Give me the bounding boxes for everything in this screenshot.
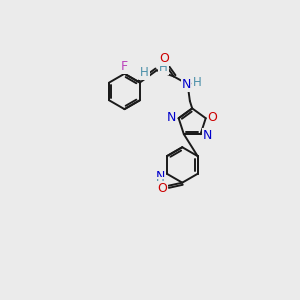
Text: N: N xyxy=(155,170,165,183)
Text: N: N xyxy=(203,129,212,142)
Text: N: N xyxy=(182,78,191,91)
Text: H: H xyxy=(156,178,164,191)
Text: N: N xyxy=(167,111,176,124)
Text: O: O xyxy=(160,52,170,65)
Text: O: O xyxy=(157,182,167,194)
Text: H: H xyxy=(193,76,202,89)
Text: H: H xyxy=(140,66,149,79)
Text: H: H xyxy=(159,61,168,74)
Text: O: O xyxy=(208,111,218,124)
Text: F: F xyxy=(121,60,128,73)
